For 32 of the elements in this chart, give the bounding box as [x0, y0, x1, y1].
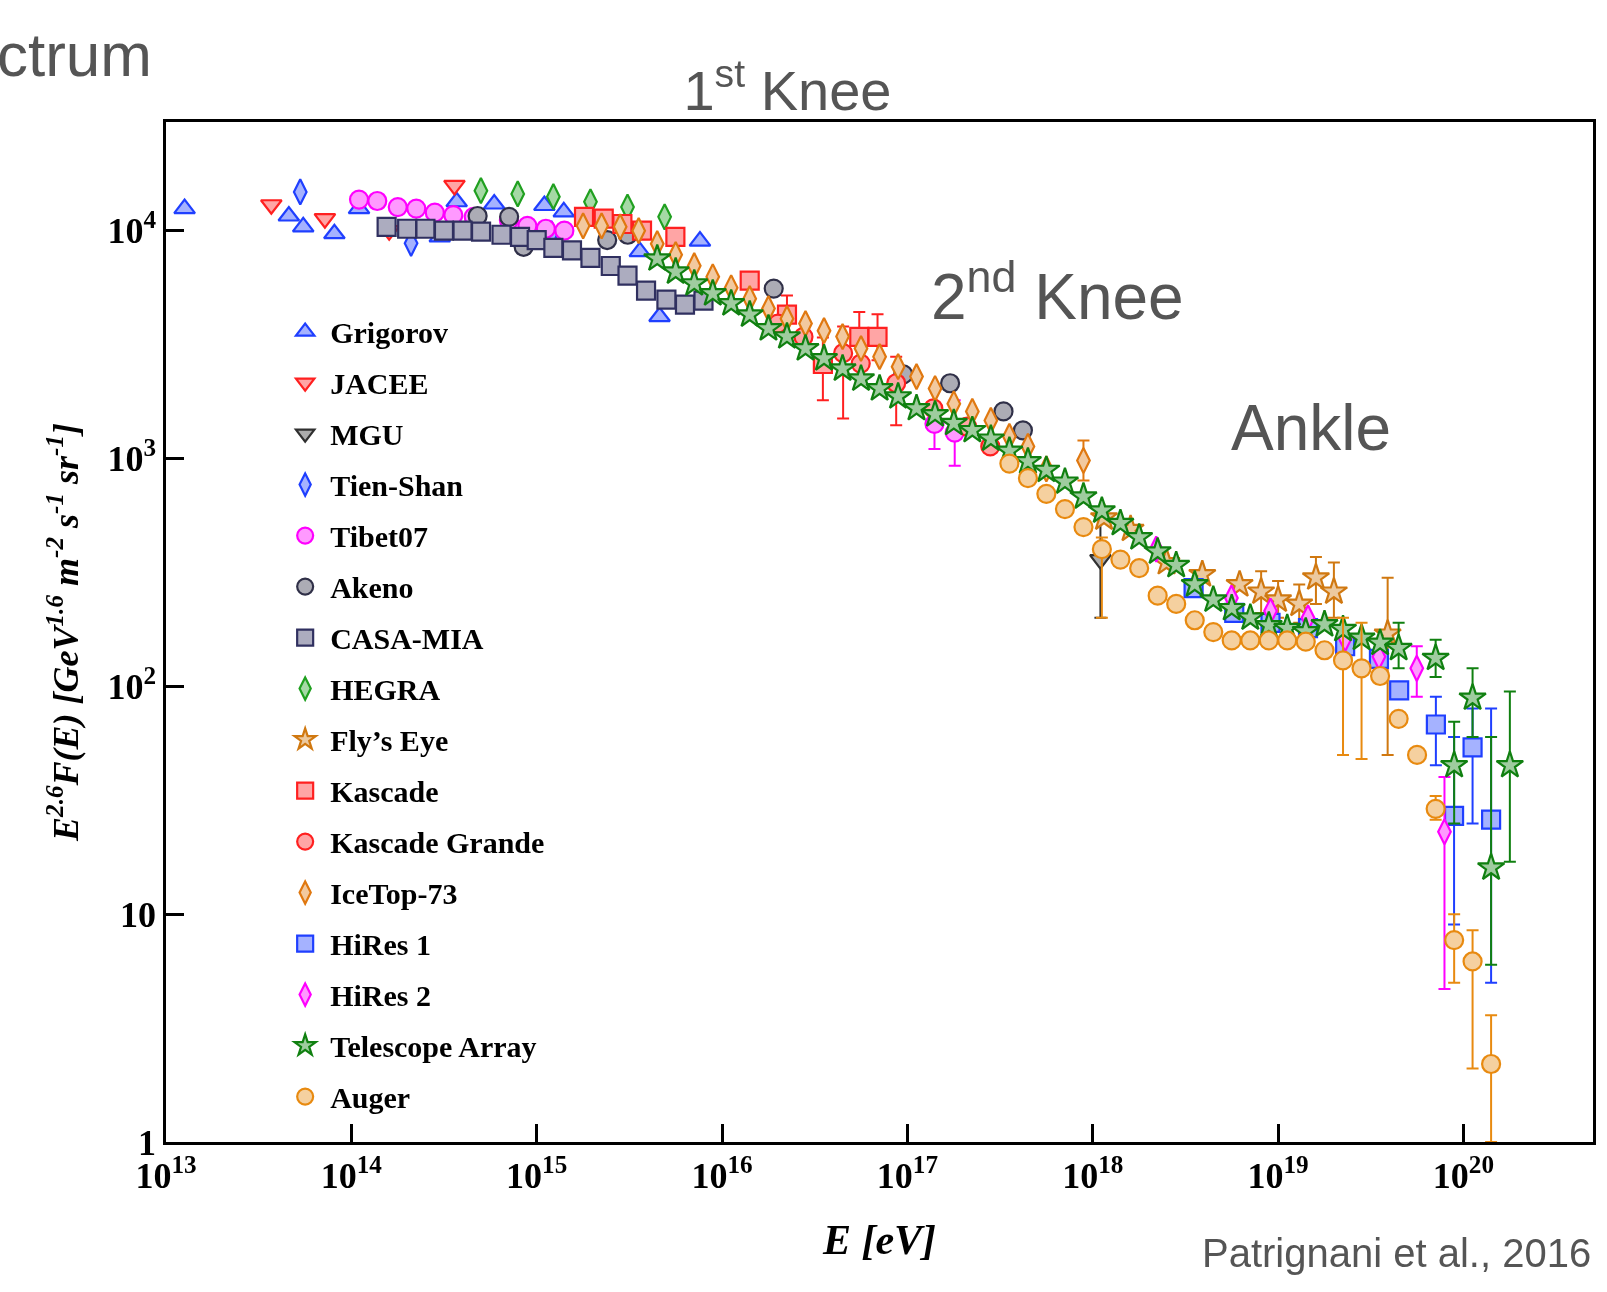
- x-tick-label: 10$^{18}$: [1062, 1150, 1124, 1196]
- legend-label: MGU: [330, 418, 404, 452]
- x-axis-title: E [eV]: [821, 1216, 937, 1263]
- y-tick-label: 10$^{4}$: [107, 206, 157, 252]
- legend-label: Akeno: [330, 571, 414, 605]
- y-tick-label: 10: [120, 894, 157, 935]
- x-tick-label: 10$^{19}$: [1247, 1150, 1309, 1196]
- legend-label: CASA-MIA: [330, 622, 484, 656]
- y-tick-label: 10$^{3}$: [107, 434, 157, 480]
- legend-label: Tibet07: [330, 520, 428, 554]
- x-tick-label: 10$^{14}$: [320, 1150, 383, 1196]
- legend-label: IceTop-73: [330, 877, 458, 911]
- x-tick-label: 10$^{16}$: [691, 1150, 753, 1196]
- legend-label: Grigorov: [330, 316, 448, 350]
- text: Patrignani et al., 2016: [1202, 1231, 1592, 1275]
- x-tick-label: 10$^{20}$: [1432, 1150, 1495, 1196]
- legend-label: Fly’s Eye: [330, 724, 449, 758]
- annotation: Ankle: [1231, 392, 1392, 464]
- legend-label: Kascade: [330, 775, 439, 809]
- legend-label: Auger: [330, 1081, 411, 1115]
- legend-label: HEGRA: [330, 673, 441, 707]
- legend-label: Telescope Array: [330, 1030, 537, 1064]
- chart-title: 1$^{st}$ Knee: [683, 51, 892, 123]
- y-tick-label: 10$^{2}$: [107, 661, 157, 707]
- x-tick-label: 10$^{17}$: [876, 1150, 938, 1196]
- legend-label: HiRes 2: [330, 979, 431, 1013]
- legend-label: Tien-Shan: [330, 469, 464, 503]
- annotation: 2$^{nd}$ Knee: [931, 251, 1184, 333]
- legend-label: Kascade Grande: [330, 826, 545, 860]
- legend-label: JACEE: [330, 367, 429, 401]
- legend-label: HiRes 1: [330, 928, 431, 962]
- x-tick-label: 10$^{15}$: [506, 1150, 568, 1196]
